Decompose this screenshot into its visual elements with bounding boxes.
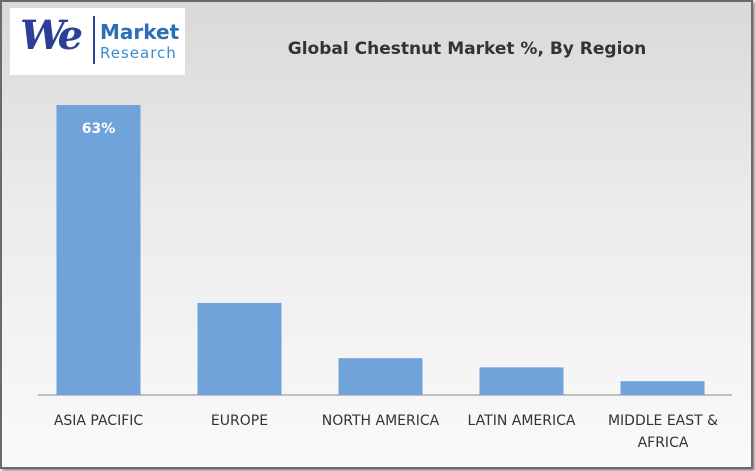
bar [620,381,705,395]
x-tick-label: MIDDLE EAST & AFRICA [607,413,719,451]
x-tick-label: EUROPE [210,413,269,429]
logo-mark: We [20,12,83,59]
chart-title: Global Chestnut Market %, By Region [288,39,646,59]
logo-divider [93,16,95,64]
chart: Global Chestnut Market %, By Region 63% [38,39,732,396]
bar [479,367,564,395]
x-tick-label: ASIA PACIFIC [53,413,144,429]
bar [197,302,282,395]
value-label: 63% [82,121,116,137]
bar [338,358,423,395]
logo-line2: Research [100,44,177,62]
x-tick-label: LATIN AMERICA [467,413,576,429]
logo: We Market Research [10,8,185,75]
logo-line1: Market [100,20,180,44]
x-tick-label: NORTH AMERICA [321,413,440,429]
bar [56,105,141,395]
